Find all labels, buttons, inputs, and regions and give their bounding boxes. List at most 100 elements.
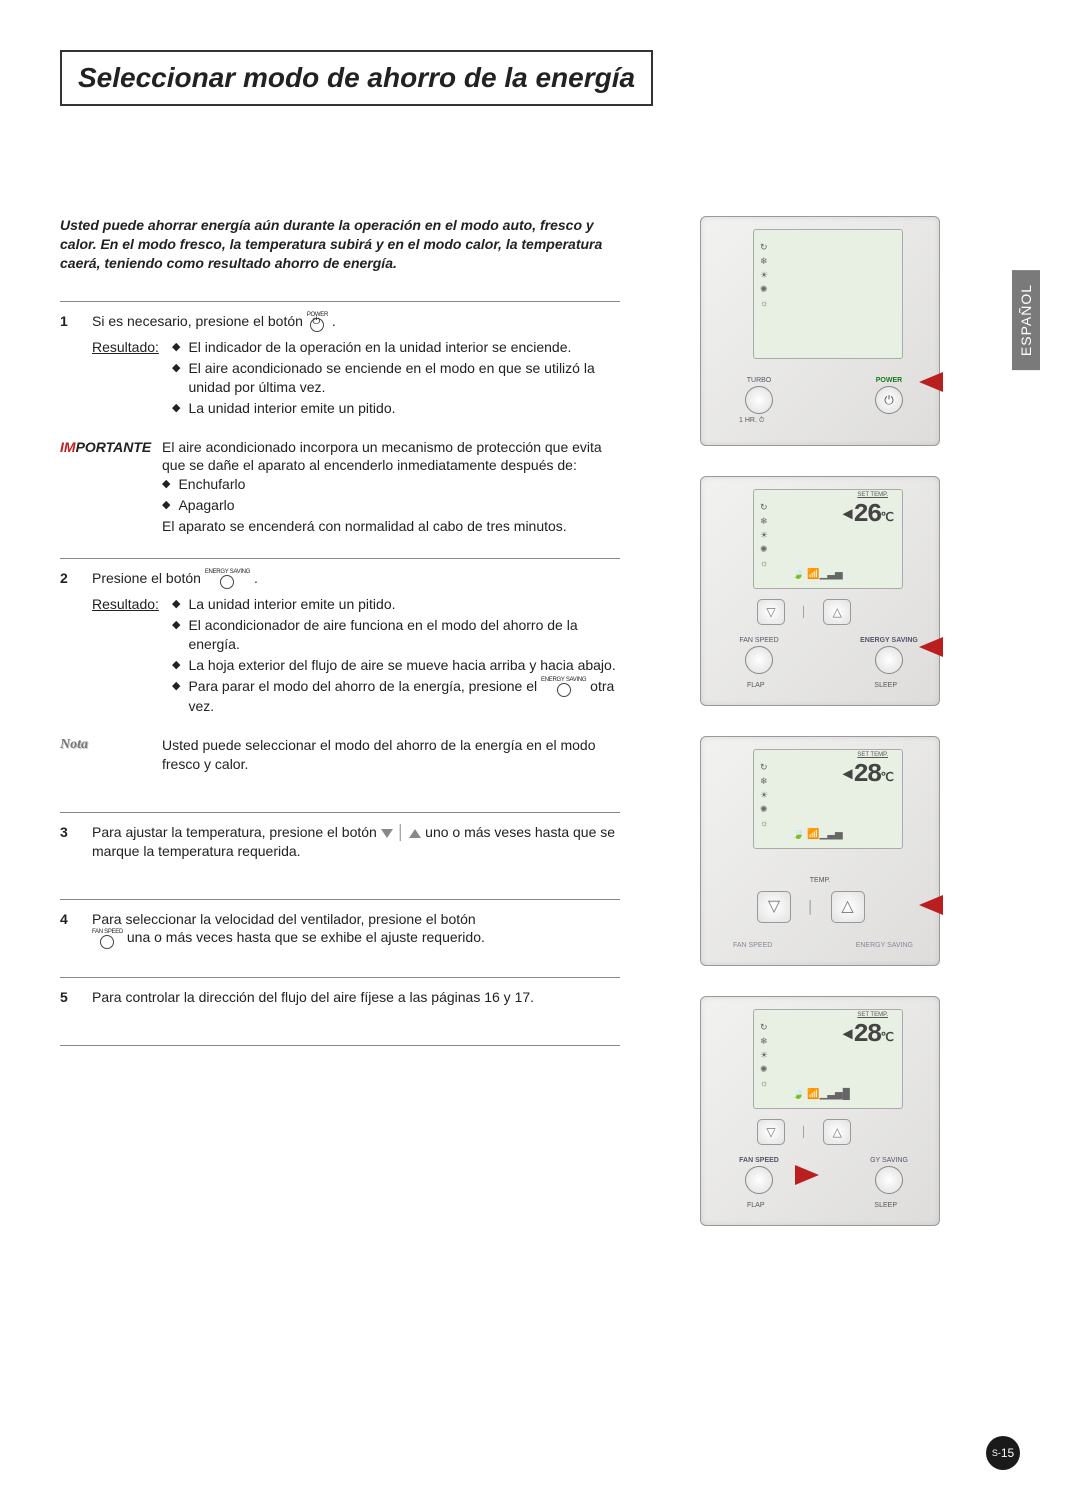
energy-saving-button-icon: ENERGY SAVING bbox=[205, 569, 250, 589]
fan-bars-icon: 🍃 📶▁▃▅ bbox=[792, 829, 843, 840]
diamond-icon: ◆ bbox=[172, 359, 180, 397]
page-prefix: S- bbox=[992, 1448, 1001, 1458]
lcd-screen: SET TEMP. ◂28℃ ↻ ❄ ☀ ✺ ☼ 🍃 📶▁▃▅█ bbox=[753, 1009, 903, 1109]
diamond-icon: ◆ bbox=[162, 496, 170, 515]
temp-up-icon bbox=[409, 829, 421, 838]
fan-bars-icon: 🍃 📶▁▃▅█ bbox=[792, 1089, 850, 1100]
separator bbox=[60, 1045, 620, 1046]
circle-icon bbox=[745, 646, 773, 674]
bullet: Apagarlo bbox=[178, 496, 234, 515]
result-label: Resultado: bbox=[92, 595, 159, 614]
step-body: Para ajustar la temperatura, presione el… bbox=[92, 823, 620, 861]
temp-down-icon: ▽ bbox=[757, 891, 791, 923]
intro-text: Usted puede ahorrar energía aún durante … bbox=[60, 216, 620, 273]
temp-up-icon: △ bbox=[823, 1119, 851, 1145]
remote-figure-3: SET TEMP. ◂28℃ ↻ ❄ ☀ ✺ ☼ 🍃 📶▁▃▅ TEMP. ▽ … bbox=[700, 736, 940, 966]
red-arrow-icon bbox=[919, 372, 943, 392]
circle-icon bbox=[745, 1166, 773, 1194]
bullet: El indicador de la operación en la unida… bbox=[188, 338, 571, 357]
separator bbox=[60, 812, 620, 813]
temp-up-icon: △ bbox=[831, 891, 865, 923]
step5-text: Para controlar la dirección del flujo de… bbox=[92, 988, 620, 1007]
circle-icon bbox=[745, 386, 773, 414]
power-icon bbox=[310, 318, 324, 332]
step-2: 2 Presione el botón ENERGY SAVING . Resu… bbox=[60, 569, 620, 718]
mode-icons: ↻ ❄ ☀ ✺ ☼ bbox=[760, 500, 768, 570]
figures-column: ↻ ❄ ☀ ✺ ☼ TURBO POWER ⏻ 1 HR. ⏱ SET TEMP… bbox=[670, 216, 990, 1226]
power-button: POWER ⏻ bbox=[859, 377, 919, 414]
step2-text-a: Presione el botón bbox=[92, 570, 205, 586]
temp-label: TEMP. bbox=[701, 877, 939, 884]
important-label: IMPORTANTE bbox=[60, 438, 150, 536]
separator bbox=[60, 558, 620, 559]
flap-label: FLAP bbox=[747, 1202, 765, 1209]
step-body: Para seleccionar la velocidad del ventil… bbox=[92, 910, 620, 949]
power-icon: ⏻ bbox=[875, 386, 903, 414]
temp-display: ◂26℃ bbox=[840, 498, 892, 529]
step1-text-b: . bbox=[332, 313, 336, 329]
bullet: La unidad interior emite un pitido. bbox=[188, 595, 395, 614]
red-arrow-icon bbox=[919, 637, 943, 657]
bar-icon: │ bbox=[807, 900, 815, 914]
temp-up-icon: △ bbox=[823, 599, 851, 625]
step-body: Presione el botón ENERGY SAVING . Result… bbox=[92, 569, 620, 718]
step4-text-a: Para seleccionar la velocidad del ventil… bbox=[92, 911, 476, 927]
step-3: 3 Para ajustar la temperatura, presione … bbox=[60, 823, 620, 861]
important-lead: El aire acondicionado incorpora un mecan… bbox=[162, 438, 620, 476]
separator bbox=[60, 977, 620, 978]
temp-buttons: ▽ │ △ bbox=[757, 599, 851, 625]
result-items: ◆La unidad interior emite un pitido. ◆El… bbox=[172, 595, 620, 718]
sleep-label: SLEEP bbox=[874, 682, 897, 689]
diamond-icon: ◆ bbox=[172, 595, 180, 614]
sleep-label: SLEEP bbox=[874, 1202, 897, 1209]
bar-icon: │ bbox=[397, 824, 406, 840]
page-title: Seleccionar modo de ahorro de la energía bbox=[78, 62, 635, 94]
mode-icons: ↻ ❄ ☀ ✺ ☼ bbox=[760, 760, 768, 830]
result-block: Resultado: ◆ La unidad interior emite un … bbox=[92, 595, 620, 718]
button-row: FAN SPEED ENERGY SAVING bbox=[729, 637, 919, 674]
energy-saving-button-icon: ENERGY SAVING bbox=[541, 677, 586, 697]
nota-label: Nota bbox=[60, 736, 150, 774]
temp-down-icon: ▽ bbox=[757, 599, 785, 625]
button-row: TURBO POWER ⏻ bbox=[729, 377, 919, 414]
step-number: 2 bbox=[60, 569, 76, 718]
bullet: El aire acondicionado se enciende en el … bbox=[188, 359, 620, 397]
bullet: El acondicionador de aire funciona en el… bbox=[188, 616, 620, 654]
nota-block: Nota Usted puede seleccionar el modo del… bbox=[60, 736, 620, 774]
language-tab: ESPAÑOL bbox=[1012, 270, 1040, 370]
circle-icon bbox=[220, 575, 234, 589]
important-block: IMPORTANTE El aire acondicionado incorpo… bbox=[60, 438, 620, 536]
red-arrow-icon bbox=[795, 1165, 819, 1185]
diamond-icon: ◆ bbox=[172, 616, 180, 654]
circle-icon bbox=[875, 1166, 903, 1194]
step4-text-b: una o más veces hasta que se exhibe el a… bbox=[127, 929, 485, 945]
result-items: ◆ El indicador de la operación en la unid… bbox=[172, 338, 620, 420]
remote-figure-1: ↻ ❄ ☀ ✺ ☼ TURBO POWER ⏻ 1 HR. ⏱ bbox=[700, 216, 940, 446]
lcd-screen: ↻ ❄ ☀ ✺ ☼ bbox=[753, 229, 903, 359]
bullet: La hoja exterior del flujo de aire se mu… bbox=[188, 656, 615, 675]
step1-text-a: Si es necesario, presione el botón bbox=[92, 313, 307, 329]
diamond-icon: ◆ bbox=[172, 677, 180, 716]
step-number: 4 bbox=[60, 910, 76, 949]
temp-down-icon bbox=[381, 829, 393, 838]
important-tail: El aparato se encenderá con normalidad a… bbox=[162, 517, 620, 536]
flap-label: FLAP bbox=[747, 682, 765, 689]
mode-icons: ↻ ❄ ☀ ✺ ☼ bbox=[760, 240, 768, 310]
page-title-box: Seleccionar modo de ahorro de la energía bbox=[60, 50, 653, 106]
circle-icon bbox=[557, 683, 571, 697]
diamond-icon: ◆ bbox=[172, 338, 180, 357]
step-number: 3 bbox=[60, 823, 76, 861]
separator bbox=[60, 899, 620, 900]
content: Usted puede ahorrar energía aún durante … bbox=[60, 216, 1020, 1226]
diamond-icon: ◆ bbox=[172, 656, 180, 675]
circle-icon bbox=[100, 935, 114, 949]
result-block: Resultado: ◆El indicador de la operación… bbox=[92, 338, 620, 420]
fan-bars-icon: 🍃 📶▁▃▅ bbox=[792, 569, 843, 580]
energy-saving-button: GY SAVING bbox=[859, 1157, 919, 1194]
temp-down-icon: ▽ bbox=[757, 1119, 785, 1145]
step-1: 1 Si es necesario, presione el botón POW… bbox=[60, 312, 620, 420]
fan-speed-button: FAN SPEED bbox=[729, 637, 789, 674]
step3-text-a: Para ajustar la temperatura, presione el… bbox=[92, 824, 381, 840]
lcd-screen: SET TEMP. ◂28℃ ↻ ❄ ☀ ✺ ☼ 🍃 📶▁▃▅ bbox=[753, 749, 903, 849]
lcd-screen: SET TEMP. ◂26℃ ↻ ❄ ☀ ✺ ☼ 🍃 📶▁▃▅ bbox=[753, 489, 903, 589]
